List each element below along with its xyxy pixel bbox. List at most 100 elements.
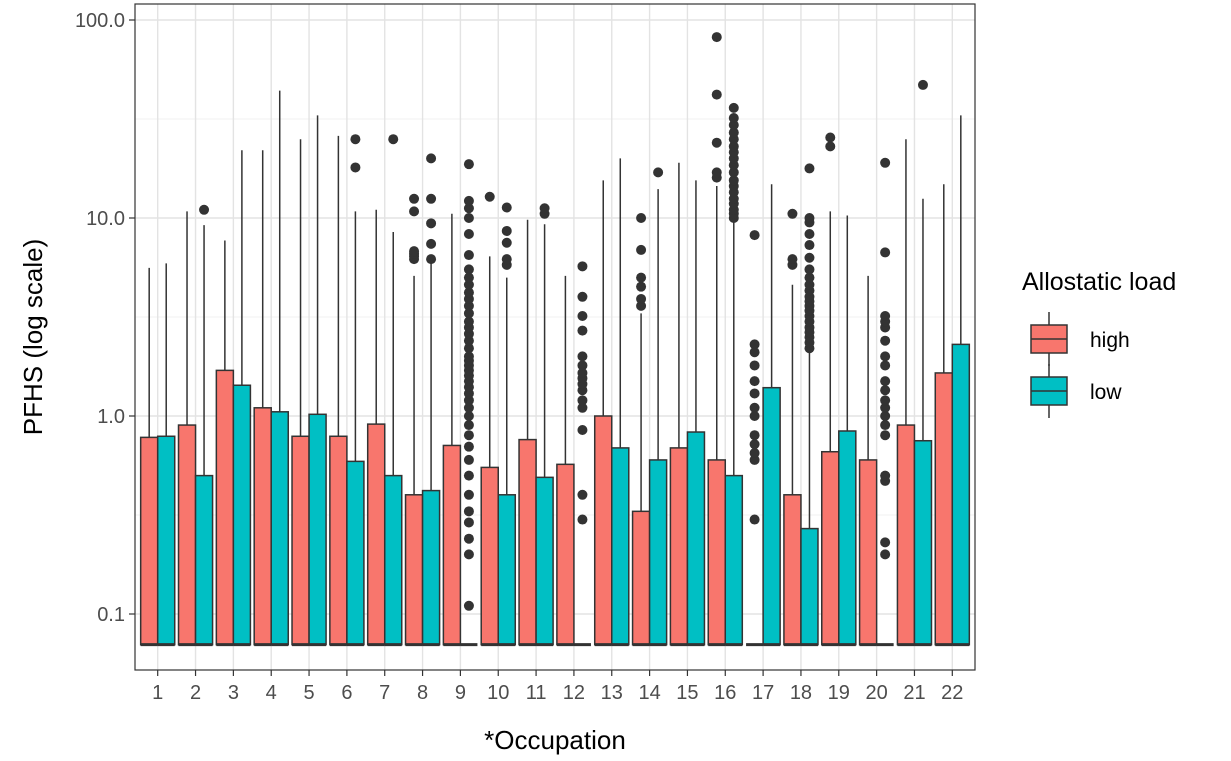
box-high-20 — [858, 275, 878, 647]
box-body — [480, 466, 499, 646]
outlier-point — [426, 193, 437, 204]
x-tick-label: 22 — [941, 682, 963, 704]
outlier-point — [463, 272, 474, 283]
box-body — [329, 435, 348, 646]
x-tick-label: 19 — [828, 682, 850, 704]
box-high-12 — [556, 275, 575, 647]
x-tick-label: 6 — [341, 682, 352, 704]
outlier-point — [728, 119, 739, 130]
outlier-point — [880, 420, 891, 431]
outlier-point — [577, 489, 588, 500]
x-tick-label: 21 — [903, 682, 925, 704]
x-tick-label: 13 — [601, 682, 623, 704]
outlier-point — [880, 335, 891, 346]
legend-entry-low: low — [1030, 364, 1122, 418]
outlier-point — [463, 600, 474, 611]
outlier-point — [463, 203, 474, 214]
outlier-point — [463, 213, 474, 223]
outlier-point — [728, 175, 739, 186]
box-body — [669, 447, 689, 646]
outlier-point — [426, 254, 437, 265]
outlier-point — [577, 402, 588, 413]
outlier-point — [463, 287, 474, 298]
outlier-point — [804, 240, 815, 251]
box-body — [631, 510, 651, 646]
box-body — [783, 494, 802, 646]
outlier-point — [199, 204, 210, 215]
outlier-point — [749, 430, 760, 441]
x-tick-label: 11 — [526, 682, 547, 704]
box-body — [232, 384, 252, 646]
outlier-point — [804, 264, 815, 275]
outlier-point — [463, 402, 474, 413]
box-body — [366, 423, 386, 646]
x-tick-label: 17 — [752, 682, 774, 704]
outlier-point — [409, 193, 420, 204]
outlier-point — [636, 293, 647, 304]
box-body — [821, 450, 840, 646]
box-body — [215, 369, 235, 646]
outlier-point — [711, 89, 722, 100]
outlier-point — [463, 420, 474, 431]
outlier-point — [749, 448, 760, 459]
box-body — [253, 407, 272, 646]
y-tick-label: 1.0 — [97, 406, 125, 428]
box-body — [686, 431, 706, 646]
outlier-point — [880, 549, 891, 560]
outlier-point — [804, 279, 815, 290]
outlier-point — [711, 137, 722, 148]
outlier-point — [880, 395, 891, 406]
x-axis-title: *Occupation — [484, 725, 626, 755]
outlier-point — [577, 310, 588, 321]
outlier-point — [749, 388, 760, 399]
outlier-point — [749, 454, 760, 465]
outlier-point — [463, 250, 474, 261]
outlier-point — [388, 134, 399, 145]
outlier-point — [577, 261, 588, 272]
box-low-2 — [194, 204, 214, 647]
x-tick-label: 20 — [865, 682, 887, 704]
outlier-point — [636, 300, 647, 311]
outlier-point — [501, 254, 512, 265]
box-body — [934, 372, 954, 646]
box-low-21 — [913, 79, 933, 647]
outlier-point — [749, 439, 760, 450]
box-low-7 — [383, 134, 403, 647]
outlier-point — [804, 272, 815, 283]
outlier-point — [749, 230, 760, 241]
x-tick-label: 12 — [563, 682, 585, 704]
box-high-2 — [177, 211, 197, 647]
outlier-point — [880, 430, 891, 441]
outlier-point — [880, 385, 891, 396]
outlier-point — [787, 254, 798, 265]
box-body — [951, 343, 971, 646]
outlier-point — [463, 454, 474, 465]
x-tick-label: 2 — [190, 682, 201, 704]
outlier-point — [749, 360, 760, 371]
legend-entry-high: high — [1030, 312, 1130, 366]
x-tick-label: 4 — [266, 682, 277, 704]
box-body — [139, 436, 159, 646]
outlier-point — [426, 238, 437, 249]
outlier-point — [501, 202, 512, 213]
box-body — [421, 489, 441, 646]
y-tick-label: 0.1 — [97, 604, 125, 626]
x-tick-label: 3 — [228, 682, 239, 704]
outlier-point — [463, 343, 474, 354]
box-body — [858, 459, 878, 646]
outlier-point — [426, 153, 437, 164]
outlier-point — [577, 325, 588, 336]
box-low-10 — [497, 202, 517, 647]
box-body — [194, 474, 214, 646]
x-tick-label: 9 — [455, 682, 466, 704]
outlier-point — [880, 360, 891, 371]
box-high-17 — [746, 230, 764, 647]
outlier-point — [501, 237, 512, 248]
outlier-point — [463, 489, 474, 500]
legend-label-high: high — [1090, 329, 1130, 352]
outlier-point — [577, 424, 588, 435]
outlier-point — [350, 162, 361, 173]
outlier-point — [728, 167, 739, 178]
